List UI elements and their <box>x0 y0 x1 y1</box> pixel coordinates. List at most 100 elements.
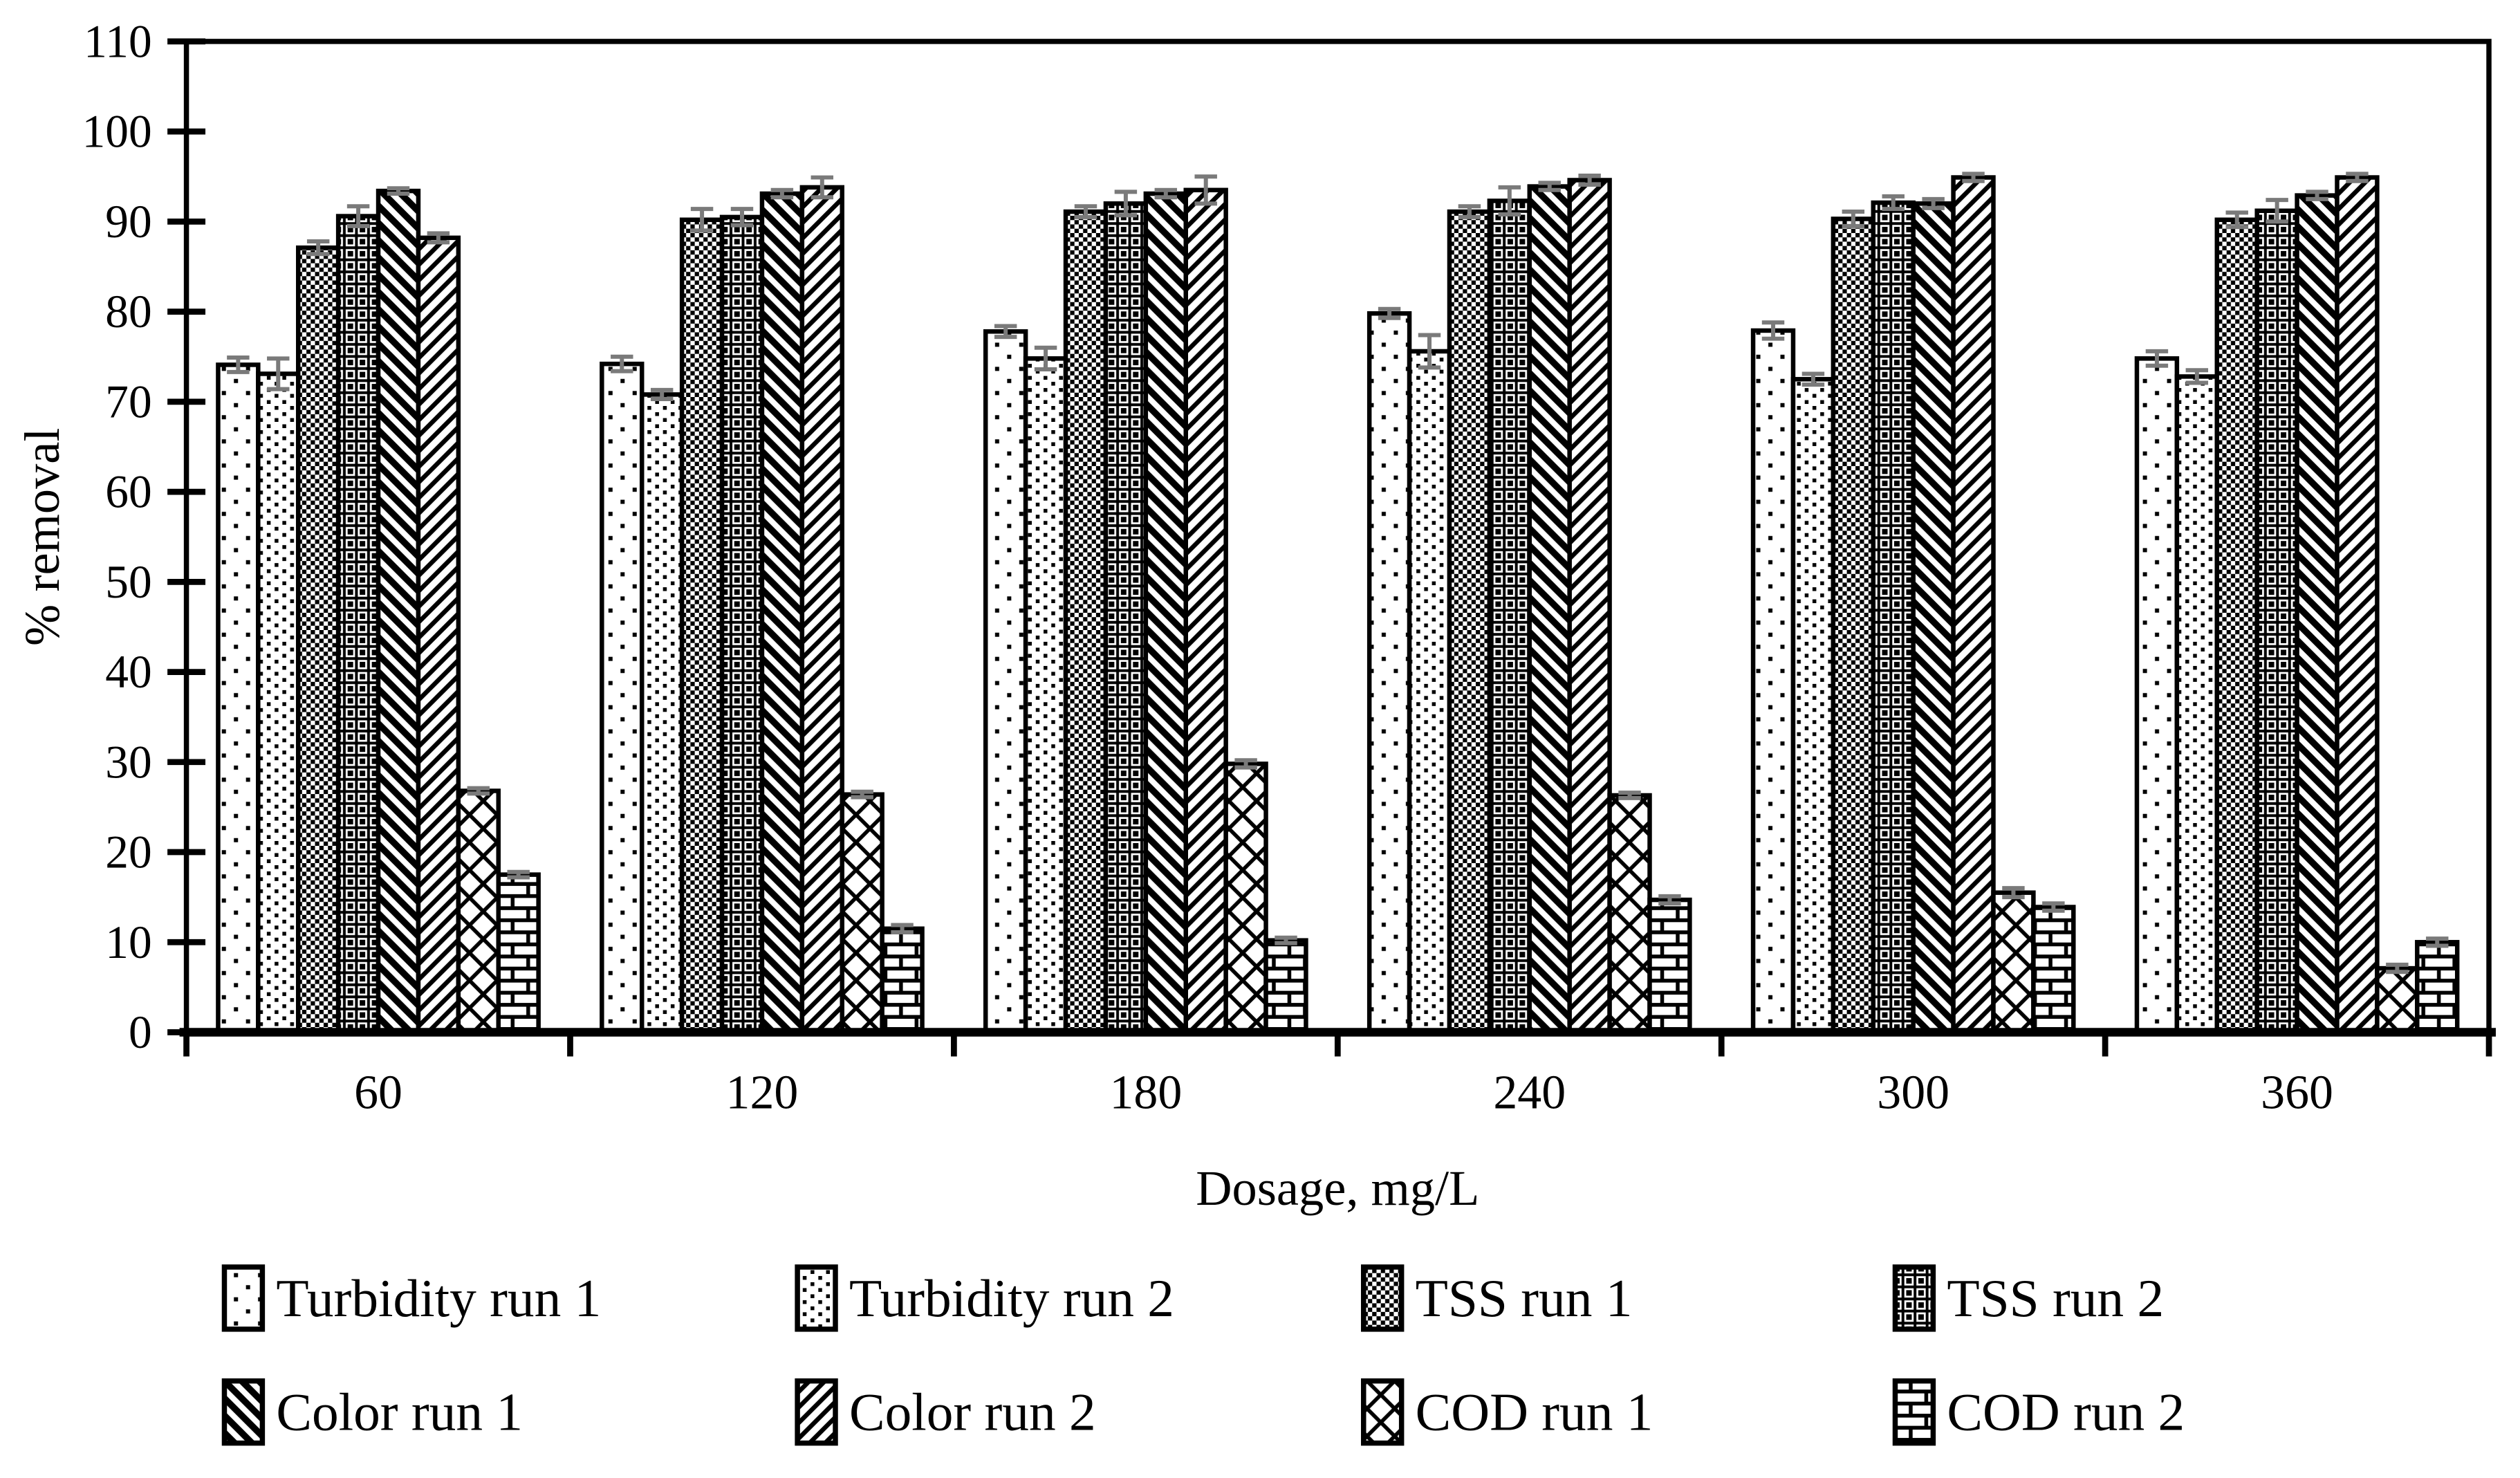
error-bar <box>1842 210 1865 228</box>
bar-turbidity-run-1-60 <box>216 362 261 1035</box>
error-bar <box>2346 172 2369 183</box>
bar-color-run-2-300 <box>1951 175 1996 1035</box>
y-axis: 0 10 20 30 40 50 60 70 80 90 100 110 <box>82 15 206 1058</box>
bar-tss-run-1-120 <box>679 217 725 1035</box>
error-bar <box>851 789 873 800</box>
error-bar <box>507 869 530 880</box>
legend-swatch <box>1361 1264 1405 1332</box>
bar-color-run-1-120 <box>759 191 805 1035</box>
error-bar <box>1234 758 1257 770</box>
bar-tss-run-1-180 <box>1063 209 1109 1035</box>
y-tick-label: 80 <box>105 286 151 338</box>
legend-swatch <box>221 1264 266 1332</box>
bar-cod-run-1-300 <box>1991 890 2036 1035</box>
bar-color-run-2-240 <box>1567 178 1612 1035</box>
error-bar <box>2002 886 2025 900</box>
error-bar <box>1658 894 1681 906</box>
bar-cod-run-1-240 <box>1607 793 1652 1035</box>
x-tick-label: 240 <box>1493 1066 1566 1119</box>
error-bar <box>306 239 330 257</box>
x-axis-title: Dosage, mg/L <box>1196 1161 1479 1216</box>
error-bar <box>346 204 370 228</box>
error-bar <box>467 786 490 796</box>
legend-swatch <box>221 1378 266 1446</box>
legend-swatch <box>1892 1378 1936 1446</box>
error-bar <box>1418 333 1441 370</box>
error-bar <box>994 324 1017 340</box>
bar-tss-run-1-240 <box>1447 209 1492 1035</box>
legend-item-cod-run-2: COD run 2 <box>1892 1378 2185 1446</box>
error-bar <box>1578 173 1601 187</box>
bar-cod-run-1-360 <box>2375 966 2420 1035</box>
legend-item-cod-run-1: COD run 1 <box>1361 1378 1653 1446</box>
x-tick-label: 180 <box>1109 1066 1182 1119</box>
x-axis: 60 120 180 240 300 360 <box>183 1032 2492 1119</box>
legend-label: Color run 2 <box>849 1383 1096 1442</box>
bar-tss-run-2-300 <box>1871 200 1916 1035</box>
error-bar <box>1962 172 1985 183</box>
y-tick-label: 0 <box>129 1006 152 1058</box>
x-tick-label: 300 <box>1877 1066 1949 1119</box>
bar-turbidity-run-2-120 <box>639 392 685 1035</box>
error-bar <box>2386 962 2409 974</box>
y-tick-label: 90 <box>105 196 151 248</box>
bar-color-run-1-60 <box>376 188 421 1035</box>
bar-tss-run-2-120 <box>719 214 765 1035</box>
x-tick-label: 120 <box>726 1066 799 1119</box>
error-bar <box>611 354 633 373</box>
error-bar <box>1194 174 1217 206</box>
bars <box>216 172 2460 1035</box>
bar-cod-run-2-60 <box>496 872 541 1035</box>
bar-color-run-1-300 <box>1911 201 1956 1035</box>
error-bar <box>2306 190 2328 201</box>
bar-tss-run-1-300 <box>1831 216 1876 1035</box>
error-bar <box>227 355 250 374</box>
error-bar <box>1114 190 1138 218</box>
error-bar <box>2426 936 2449 948</box>
bar-color-run-1-180 <box>1143 191 1188 1035</box>
error-bar <box>1378 306 1401 320</box>
bar-turbidity-run-1-180 <box>983 329 1028 1035</box>
y-tick-label: 40 <box>105 646 151 698</box>
bar-turbidity-run-2-60 <box>256 371 301 1035</box>
legend-swatch <box>1892 1264 1936 1332</box>
bar-cod-run-1-60 <box>456 788 501 1035</box>
y-tick-label: 10 <box>105 916 151 968</box>
error-bar <box>770 187 794 200</box>
legend-item-turbidity-run-1: Turbidity run 1 <box>221 1264 601 1332</box>
y-tick-label: 30 <box>105 736 151 788</box>
y-tick-label: 110 <box>84 15 152 67</box>
error-bar <box>267 356 290 391</box>
bar-turbidity-run-1-360 <box>2134 356 2180 1035</box>
error-bar <box>650 387 674 401</box>
bar-cod-run-1-120 <box>840 792 884 1035</box>
legend-item-turbidity-run-2: Turbidity run 2 <box>795 1264 1174 1332</box>
error-bar <box>1074 204 1097 219</box>
error-bar <box>1034 345 1057 371</box>
legend-item-tss-run-2: TSS run 2 <box>1892 1264 2164 1332</box>
legend-item-color-run-2: Color run 2 <box>795 1378 1096 1446</box>
y-tick-label: 70 <box>105 376 151 427</box>
error-bar <box>1801 371 1825 387</box>
bar-turbidity-run-2-180 <box>1023 356 1068 1035</box>
legend-swatch <box>795 1378 838 1446</box>
bar-turbidity-run-1-240 <box>1366 311 1412 1035</box>
bar-tss-run-1-60 <box>295 245 341 1035</box>
error-bar <box>1882 194 1905 212</box>
bar-color-run-2-360 <box>2335 175 2380 1035</box>
bar-tss-run-2-360 <box>2254 208 2299 1035</box>
legend-label: TSS run 2 <box>1947 1268 2164 1328</box>
error-bar <box>2266 198 2288 224</box>
legend-item-color-run-1: Color run 1 <box>221 1378 523 1446</box>
bar-turbidity-run-2-360 <box>2174 374 2220 1035</box>
legend-label: TSS run 1 <box>1416 1268 1633 1328</box>
error-bar <box>2185 368 2209 385</box>
error-bar <box>1538 181 1561 192</box>
legend: Turbidity run 1 Turbidity run 2 TSS run 1 T… <box>221 1264 2185 1446</box>
bar-cod-run-1-180 <box>1223 761 1268 1035</box>
bar-color-run-1-240 <box>1527 184 1572 1035</box>
legend-label: COD run 2 <box>1947 1383 2185 1442</box>
bar-cod-run-2-300 <box>2031 905 2076 1035</box>
error-bar <box>1458 204 1481 219</box>
